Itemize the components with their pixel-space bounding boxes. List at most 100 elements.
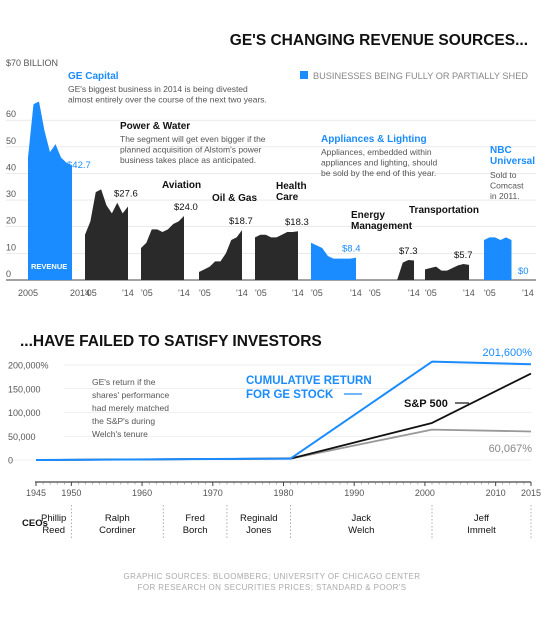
segment-aviation: Aviation $24.0 '05 '14 <box>141 180 201 298</box>
segment-name: GE Capital <box>68 71 119 82</box>
segment-x-end: 2014 <box>70 288 90 298</box>
segment-end-value: $8.4 <box>342 244 361 255</box>
segment-end-value: $0 <box>518 266 529 277</box>
matched-note-line: the S&P's during <box>92 416 155 426</box>
segment-end-value: $42.7 <box>67 160 91 171</box>
return-lines <box>35 360 532 461</box>
ceo-name: Welch <box>348 525 374 536</box>
segment-end-value: $24.0 <box>174 202 198 213</box>
top-y-tick: 50 <box>6 136 16 146</box>
bottom-x-ticks: 1945 1950 1960 1970 1980 1990 2000 2010 2015 <box>26 482 541 498</box>
segment-end-value: $7.3 <box>399 246 418 257</box>
segment-oil-gas: Oil & Gas $18.7 '05 '14 <box>199 193 257 298</box>
source-line-1: GRAPHIC SOURCES: BLOOMBERG; UNIVERSITY O… <box>124 572 421 581</box>
matched-note-line: shares' performance <box>92 390 169 400</box>
top-y-tick: 10 <box>6 242 16 252</box>
bottom-chart-title: ...HAVE FAILED TO SATISFY INVESTORS <box>20 333 322 350</box>
source-line-2: FOR RESEARCH ON SECURITIES PRICES; STAND… <box>138 583 407 592</box>
ge-return-label-2: FOR GE STOCK <box>246 389 334 401</box>
revenue-area <box>425 264 469 280</box>
segment-x-start: '05 <box>199 288 211 298</box>
segment-x-end: '14 <box>122 288 134 298</box>
revenue-label: REVENUE <box>31 262 67 271</box>
x-tick-label: 1960 <box>132 488 152 498</box>
segment-transportation: Transportation $5.7 '05 '14 <box>409 205 479 298</box>
segment-note: be sold by the end of this year. <box>321 168 436 178</box>
legend-shed-label: BUSINESSES BEING FULLY OR PARTIALLY SHED <box>313 71 528 81</box>
segment-x-end: '14 <box>236 288 248 298</box>
segment-name: Oil & Gas <box>212 193 257 204</box>
segment-name: Aviation <box>162 180 201 191</box>
segment-power-water: Power & Water The segment will get even b… <box>85 121 266 298</box>
segment-name: Care <box>276 192 299 203</box>
bottom-y-tick: 0 <box>8 456 13 466</box>
segment-note: The segment will get even bigger if the <box>120 134 266 144</box>
segment-note: appliances and lighting, should <box>321 158 438 168</box>
segment-x-end: '14 <box>463 288 475 298</box>
segment-name: Appliances & Lighting <box>321 134 427 145</box>
ceo-name: Borch <box>183 525 208 536</box>
segment-name: Transportation <box>409 205 479 216</box>
bottom-y-tick: 100,000 <box>8 408 41 418</box>
ge-end-value: 201,600% <box>482 347 532 359</box>
x-tick-label: 1950 <box>61 488 81 498</box>
ge-return-label-1: CUMULATIVE RETURN <box>246 375 372 387</box>
ceo-name: Jack <box>352 513 372 524</box>
y-unit-label: $70 BILLION <box>6 58 58 68</box>
ceo-name: Jeff <box>474 513 490 524</box>
segment-appliances-lighting: Appliances & Lighting Appliances, embedde… <box>311 134 438 298</box>
revenue-area <box>311 242 356 280</box>
segment-end-value: $5.7 <box>454 250 473 261</box>
segment-x-end: '14 <box>292 288 304 298</box>
segment-name: Health <box>276 181 307 192</box>
x-tick-label: 2000 <box>415 488 435 498</box>
ceo-name: Ralph <box>105 513 130 524</box>
segment-end-value: $18.3 <box>285 217 309 228</box>
bottom-y-tick: 150,000 <box>8 384 41 394</box>
segment-x-start: '05 <box>141 288 153 298</box>
segment-ge-capital: GE Capital GE's biggest business in 2014 … <box>18 71 267 298</box>
x-tick-label: 1945 <box>26 488 46 498</box>
segment-x-start: '05 <box>425 288 437 298</box>
sp500-label: S&P 500 <box>404 398 448 410</box>
segment-note: GE's biggest business in 2014 is being d… <box>68 84 248 94</box>
segment-note: almost entirely over the course of the n… <box>68 95 267 105</box>
segment-note: planned acquisition of Alstom's power <box>120 145 262 155</box>
legend-swatch-shed <box>300 71 308 79</box>
bottom-y-tick: 200,000% <box>8 361 49 371</box>
matched-note-line: GE's return if the <box>92 377 156 387</box>
top-y-tick: 30 <box>6 189 16 199</box>
segment-name: Universal <box>490 156 535 167</box>
bottom-y-tick: 50,000 <box>8 432 36 442</box>
x-tick-label: 1980 <box>273 488 293 498</box>
matched-note-line: had merely matched <box>92 403 169 413</box>
segment-name: Management <box>351 221 413 232</box>
top-chart-title: GE'S CHANGING REVENUE SOURCES... <box>230 32 528 49</box>
top-y-tick-labels: 60 50 40 30 20 10 0 <box>6 109 16 279</box>
top-y-tick: 40 <box>6 162 16 172</box>
segment-note: Comcast <box>490 181 524 191</box>
segment-x-start: 2005 <box>18 288 38 298</box>
segment-name: Energy <box>351 210 385 221</box>
segment-note: Sold to <box>490 170 517 180</box>
segment-x-end: '14 <box>522 288 534 298</box>
revenue-segments: GE Capital GE's biggest business in 2014 … <box>18 71 535 298</box>
matched-end-value: 60,067% <box>489 443 533 455</box>
bottom-y-tick-labels: 200,000% 150,000 100,000 50,000 0 <box>8 361 49 466</box>
segment-x-end: '14 <box>350 288 362 298</box>
revenue-area <box>85 189 128 280</box>
ceo-name: Reed <box>42 525 65 536</box>
x-tick-label: 1990 <box>344 488 364 498</box>
top-y-tick: 20 <box>6 216 16 226</box>
ceo-name: Reginald <box>240 513 278 524</box>
segment-x-start: '05 <box>255 288 267 298</box>
top-y-tick: 0 <box>6 269 11 279</box>
revenue-area <box>484 237 512 280</box>
segment-x-end: '14 <box>408 288 420 298</box>
ceo-name: Jones <box>246 525 272 536</box>
segment-note: business takes place as anticipated. <box>120 155 256 165</box>
segment-x-start: '05 <box>484 288 496 298</box>
